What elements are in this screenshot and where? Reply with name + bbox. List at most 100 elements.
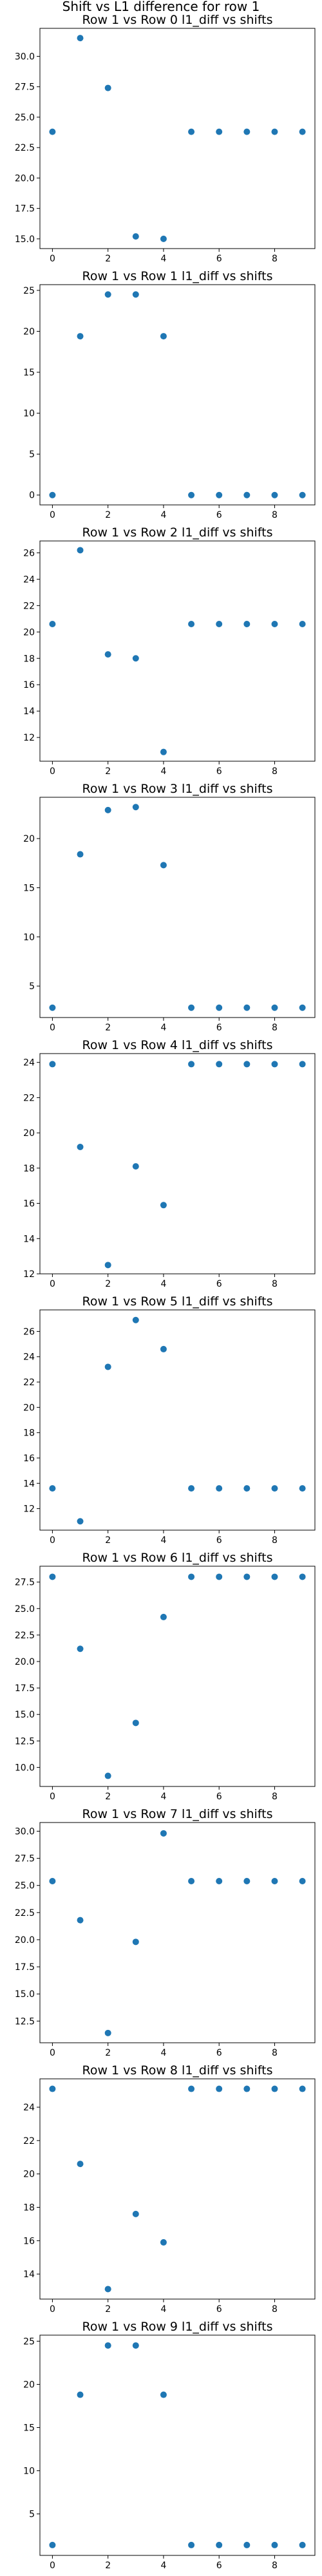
- data-point: [271, 1573, 278, 1580]
- y-tick-label: 20: [23, 2170, 35, 2180]
- subplot-title: Row 1 vs Row 5 l1_diff vs shifts: [82, 1294, 273, 1309]
- x-tick-label: 8: [272, 1023, 278, 1033]
- x-tick-label: 8: [272, 1792, 278, 1802]
- data-point: [49, 1004, 56, 1011]
- x-tick-label: 0: [50, 1535, 55, 1546]
- subplot-title: Row 1 vs Row 9 l1_diff vs shifts: [82, 2320, 273, 2334]
- data-point: [243, 1004, 251, 1011]
- x-tick-label: 2: [105, 254, 111, 264]
- data-point: [243, 2085, 251, 2092]
- y-tick-label: 17.5: [15, 1962, 35, 1973]
- data-point: [160, 1345, 167, 1352]
- subplot-0: Row 1 vs Row 0 l1_diff vs shifts 0 2 4 6 8 15.…: [15, 13, 316, 264]
- y-tick-label: 20.0: [15, 1935, 35, 1946]
- y-tick-label: 20: [23, 2380, 35, 2390]
- x-tick-label: 0: [50, 1792, 55, 1802]
- x-tick-label: 8: [272, 510, 278, 520]
- data-point: [49, 491, 56, 498]
- data-point: [104, 1363, 111, 1370]
- data-point: [243, 1061, 251, 1068]
- data-point: [188, 2541, 195, 2548]
- axes-frame: [39, 284, 316, 506]
- y-tick-label: 27.5: [15, 1578, 35, 1588]
- x-tick-label: 8: [272, 2561, 278, 2571]
- data-point: [271, 1485, 278, 1492]
- y-tick-label: 10: [23, 409, 35, 419]
- data-point: [216, 1573, 223, 1580]
- x-tick-label: 2: [105, 1279, 111, 1289]
- data-point: [243, 1485, 251, 1492]
- x-tick-label: 2: [105, 1792, 111, 1802]
- y-tick-label: 10.0: [15, 1763, 35, 1773]
- data-point: [132, 1316, 139, 1323]
- y-tick-label: 20: [23, 327, 35, 337]
- y-tick-label: 22: [23, 601, 35, 611]
- y-tick-label: 16: [23, 680, 35, 690]
- x-tick-label: 2: [105, 2561, 111, 2571]
- x-tick-label: 4: [160, 1023, 166, 1033]
- x-tick-label: 8: [272, 2304, 278, 2315]
- data-point: [160, 2391, 167, 2398]
- y-tick-label: 24: [23, 1352, 35, 1363]
- data-point: [160, 1613, 167, 1620]
- x-tick-label: 6: [216, 2304, 222, 2315]
- y-tick-label: 15.0: [15, 234, 35, 245]
- x-tick-label: 8: [272, 1279, 278, 1289]
- data-point: [271, 2085, 278, 2092]
- x-tick-label: 6: [216, 1792, 222, 1802]
- y-tick-label: 20.0: [15, 1657, 35, 1667]
- y-tick-label: 16: [23, 1454, 35, 1464]
- data-point: [49, 1485, 56, 1492]
- data-point: [299, 621, 306, 628]
- x-tick-label: 2: [105, 1023, 111, 1033]
- y-tick-label: 22.5: [15, 143, 35, 153]
- data-point: [132, 2342, 139, 2349]
- y-tick-label: 12.5: [15, 1736, 35, 1747]
- data-point: [104, 2342, 111, 2349]
- subplot-title: Row 1 vs Row 4 l1_diff vs shifts: [82, 1038, 273, 1052]
- data-point: [49, 2085, 56, 2092]
- data-point: [188, 128, 195, 135]
- y-tick-label: 10: [23, 933, 35, 943]
- y-tick-label: 18: [23, 1164, 35, 1174]
- y-tick-label: 22: [23, 1093, 35, 1103]
- data-point: [104, 651, 111, 658]
- x-tick-label: 6: [216, 1535, 222, 1546]
- data-point: [132, 804, 139, 811]
- y-tick-label: 20: [23, 627, 35, 638]
- y-tick-label: 25.0: [15, 1881, 35, 1891]
- data-point: [299, 491, 306, 498]
- y-tick-label: 22.5: [15, 1908, 35, 1918]
- data-point: [299, 1061, 306, 1068]
- data-point: [299, 1573, 306, 1580]
- subplot-title: Row 1 vs Row 3 l1_diff vs shifts: [82, 782, 273, 796]
- y-tick-label: 22: [23, 2136, 35, 2146]
- axes-frame: [39, 28, 316, 249]
- y-tick-label: 15: [23, 883, 35, 893]
- y-tick-label: 27.5: [15, 82, 35, 93]
- data-point: [132, 1938, 139, 1946]
- x-tick-label: 2: [105, 2304, 111, 2315]
- data-point: [299, 1485, 306, 1492]
- y-tick-label: 20.0: [15, 173, 35, 184]
- x-tick-label: 6: [216, 254, 222, 264]
- y-tick-label: 18: [23, 1428, 35, 1439]
- subplot-title: Row 1 vs Row 0 l1_diff vs shifts: [82, 13, 273, 27]
- y-tick-label: 16: [23, 2236, 35, 2246]
- data-point: [188, 621, 195, 628]
- data-point: [243, 491, 251, 498]
- data-point: [188, 1877, 195, 1884]
- data-point: [299, 1877, 306, 1884]
- subplot-title: Row 1 vs Row 6 l1_diff vs shifts: [82, 1551, 273, 1565]
- data-point: [216, 2541, 223, 2548]
- y-tick-label: 20: [23, 834, 35, 844]
- subplot-title: Row 1 vs Row 2 l1_diff vs shifts: [82, 526, 273, 540]
- x-tick-label: 2: [105, 766, 111, 777]
- data-point: [271, 1877, 278, 1884]
- axes-frame: [39, 1309, 316, 1531]
- data-point: [188, 1061, 195, 1068]
- y-tick-label: 14: [23, 1479, 35, 1489]
